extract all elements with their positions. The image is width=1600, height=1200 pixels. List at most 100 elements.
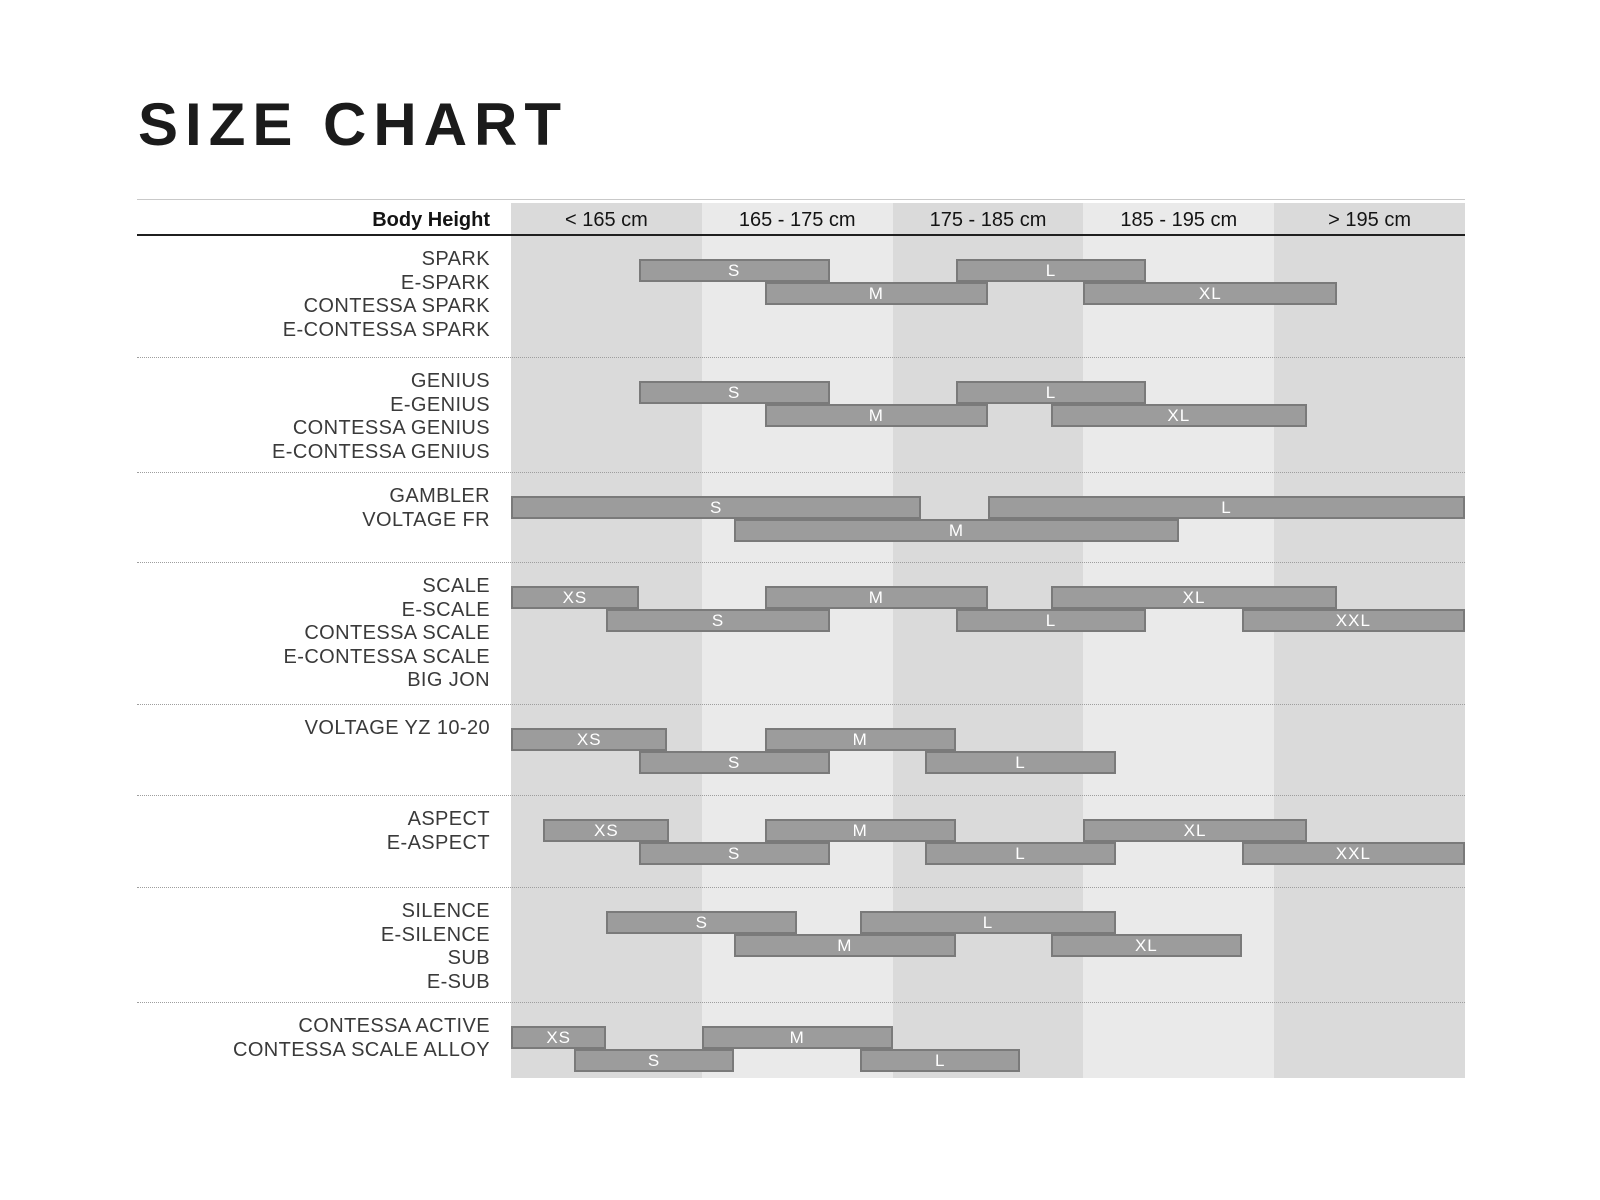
- model-label: CONTESSA ACTIVE: [298, 1015, 490, 1037]
- size-bar-label: M: [852, 729, 868, 749]
- size-bar-s: S: [573, 1049, 735, 1072]
- size-bar-label: L: [1015, 752, 1026, 772]
- size-bar-label: XS: [594, 820, 619, 840]
- group-separator: [137, 357, 1465, 358]
- size-bar-s: S: [606, 911, 798, 934]
- group-separator: [137, 704, 1465, 705]
- size-bar-l: L: [925, 842, 1116, 865]
- size-bar-label: S: [728, 843, 741, 863]
- size-bar-label: S: [728, 260, 741, 280]
- model-label: E-SUB: [426, 970, 490, 993]
- model-label-group-7: SILENCE E-SILENCE SUB E-SUB: [137, 900, 490, 994]
- model-label: E-GENIUS: [390, 393, 490, 416]
- size-bar-s: S: [638, 751, 830, 774]
- size-bar-label: M: [868, 283, 884, 303]
- size-bar-s: S: [638, 381, 830, 404]
- table-top-rule: [137, 199, 1465, 200]
- size-bar-xs: XS: [511, 1026, 607, 1049]
- size-bar-label: XXL: [1335, 610, 1371, 630]
- model-label: SILENCE: [401, 900, 490, 922]
- size-bar-label: S: [728, 382, 741, 402]
- model-label: CONTESSA SCALE ALLOY: [233, 1038, 490, 1061]
- size-bar-xl: XL: [1083, 282, 1338, 305]
- model-label-group-1: SPARK E-SPARK CONTESSA SPARK E-CONTESSA SPA…: [137, 248, 490, 342]
- model-label-group-2: GENIUS E-GENIUS CONTESSA GENIUS E-CONTESSA …: [137, 370, 490, 464]
- model-label: E-ASPECT: [386, 831, 490, 854]
- header-divider-rule: [137, 234, 1465, 236]
- size-bar-xs: XS: [543, 819, 670, 842]
- column-header-1: < 165 cm: [564, 209, 648, 231]
- size-bar-m: M: [764, 819, 956, 842]
- model-label: SUB: [447, 947, 490, 969]
- model-label: E-CONTESSA SPARK: [282, 318, 490, 341]
- size-bar-label: S: [695, 912, 708, 932]
- size-bar-label: M: [868, 587, 884, 607]
- size-bar-label: S: [711, 610, 725, 630]
- model-label-group-5: VOLTAGE YZ 10-20: [137, 717, 490, 741]
- column-band-1: [511, 203, 702, 1078]
- model-label-group-6: ASPECT E-ASPECT: [137, 808, 490, 855]
- size-bar-xs: XS: [511, 586, 639, 609]
- size-bar-label: M: [789, 1027, 805, 1047]
- size-bar-label: XL: [1134, 935, 1158, 955]
- column-header-3: 175 - 185 cm: [929, 209, 1047, 231]
- model-label: VOLTAGE YZ 10-20: [304, 717, 490, 739]
- size-bar-xxl: XXL: [1241, 842, 1465, 865]
- size-bar-xl: XL: [1050, 404, 1307, 427]
- size-bar-label: XS: [546, 1027, 572, 1047]
- column-header-4: 185 - 195 cm: [1120, 209, 1238, 231]
- size-bar-xl: XL: [1083, 819, 1307, 842]
- size-bar-s: S: [606, 609, 830, 632]
- size-bar-label: XS: [562, 587, 588, 607]
- size-bar-m: M: [764, 728, 956, 751]
- size-bar-l: L: [925, 751, 1116, 774]
- size-bar-label: L: [1045, 260, 1057, 280]
- group-separator: [137, 562, 1465, 563]
- size-bar-l: L: [955, 381, 1147, 404]
- size-bar-label: M: [852, 820, 868, 840]
- size-bar-label: L: [1045, 610, 1057, 630]
- size-bar-xl: XL: [1050, 934, 1242, 957]
- size-bar-label: XXL: [1335, 843, 1371, 863]
- group-separator: [137, 472, 1465, 473]
- size-bar-l: L: [988, 496, 1465, 519]
- size-bar-l: L: [955, 609, 1147, 632]
- size-bar-m: M: [734, 519, 1179, 542]
- model-label: VOLTAGE FR: [362, 508, 490, 531]
- model-label: CONTESSA GENIUS: [292, 417, 490, 439]
- size-bar-m: M: [701, 1026, 893, 1049]
- size-bar-s: S: [638, 842, 830, 865]
- column-header-5: > 195 cm: [1328, 209, 1411, 231]
- model-label-group-8: CONTESSA ACTIVE CONTESSA SCALE ALLOY: [137, 1015, 490, 1062]
- size-bar-xs: XS: [511, 728, 668, 751]
- size-bar-xxl: XXL: [1241, 609, 1465, 632]
- model-label: CONTESSA SPARK: [303, 295, 490, 317]
- size-bar-label: XL: [1198, 283, 1222, 303]
- size-bar-m: M: [764, 586, 988, 609]
- size-bar-label: S: [647, 1050, 661, 1070]
- size-bar-label: L: [1221, 497, 1232, 517]
- model-label: CONTESSA SCALE: [304, 622, 490, 644]
- size-bar-l: L: [860, 1049, 1021, 1072]
- size-bar-label: L: [982, 912, 994, 932]
- page-title: SIZE CHART: [138, 91, 568, 158]
- model-label-group-3: GAMBLER VOLTAGE FR: [137, 485, 490, 532]
- size-bar-label: S: [728, 752, 741, 772]
- group-separator: [137, 795, 1465, 796]
- model-label: ASPECT: [407, 808, 490, 830]
- size-bar-s: S: [511, 496, 922, 519]
- column-band-5: [1274, 203, 1465, 1078]
- size-bar-xl: XL: [1050, 586, 1338, 609]
- model-label: E-SILENCE: [380, 923, 490, 946]
- group-separator: [137, 1002, 1465, 1003]
- size-bar-label: XL: [1183, 820, 1207, 840]
- model-label: BIG JON: [407, 669, 490, 691]
- group-separator: [137, 887, 1465, 888]
- size-bar-label: XL: [1182, 587, 1206, 607]
- column-header-2: 165 - 175 cm: [738, 209, 856, 231]
- size-bar-m: M: [734, 934, 956, 957]
- size-bar-label: L: [1015, 843, 1026, 863]
- size-bar-l: L: [860, 911, 1116, 934]
- size-bar-label: XS: [576, 729, 602, 749]
